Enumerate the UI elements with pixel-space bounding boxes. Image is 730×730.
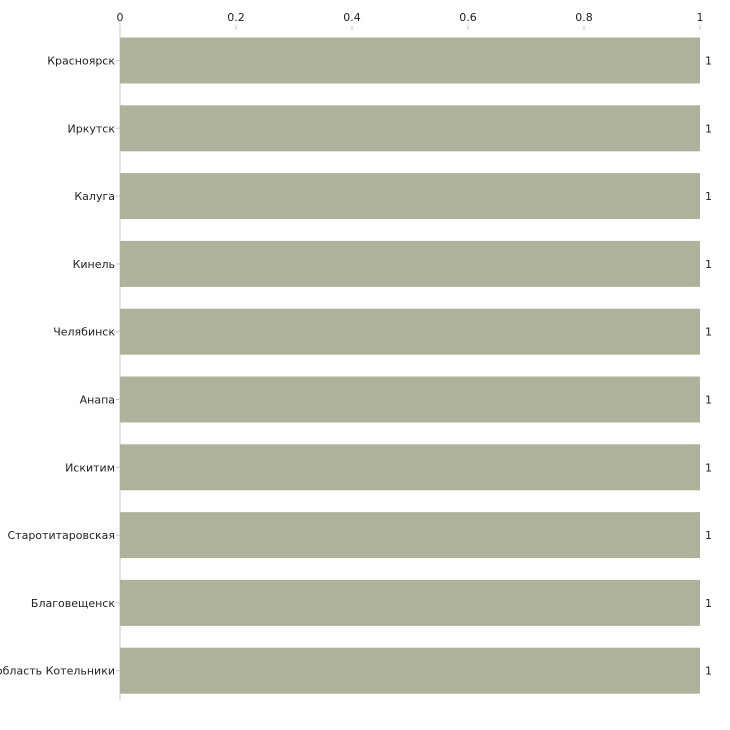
value-label: 1 — [705, 529, 712, 542]
bar — [120, 376, 700, 423]
category-label: Благовещенск — [31, 597, 115, 610]
value-label: 1 — [705, 326, 712, 339]
category-label: Кинель — [73, 258, 115, 271]
category-label: Челябинск — [53, 326, 115, 339]
value-label: 1 — [705, 597, 712, 610]
value-label: 1 — [705, 665, 712, 678]
value-label: 1 — [705, 394, 712, 407]
bar — [120, 579, 700, 626]
x-tick-label: 0.6 — [459, 11, 477, 24]
bar — [120, 444, 700, 491]
bar — [120, 512, 700, 559]
category-label: Калуга — [74, 190, 115, 203]
category-label: Иркутск — [68, 122, 116, 135]
category-label: Московская область Котельники — [0, 665, 115, 678]
category-label: Анапа — [80, 394, 115, 407]
value-label: 1 — [705, 190, 712, 203]
x-tick-label: 1 — [697, 11, 704, 24]
bar — [120, 173, 700, 220]
value-label: 1 — [705, 258, 712, 271]
x-tick-label: 0.8 — [575, 11, 593, 24]
x-tick-label: 0.4 — [343, 11, 361, 24]
bar — [120, 240, 700, 287]
category-label: Красноярск — [47, 55, 115, 68]
value-label: 1 — [705, 122, 712, 135]
bar — [120, 308, 700, 355]
bar — [120, 647, 700, 694]
bar — [120, 105, 700, 152]
category-label: Старотитаровская — [8, 529, 116, 542]
bar — [120, 37, 700, 84]
x-tick-label: 0.2 — [227, 11, 245, 24]
category-label: Искитим — [65, 461, 115, 474]
value-label: 1 — [705, 55, 712, 68]
value-label: 1 — [705, 461, 712, 474]
x-tick-label: 0 — [117, 11, 124, 24]
